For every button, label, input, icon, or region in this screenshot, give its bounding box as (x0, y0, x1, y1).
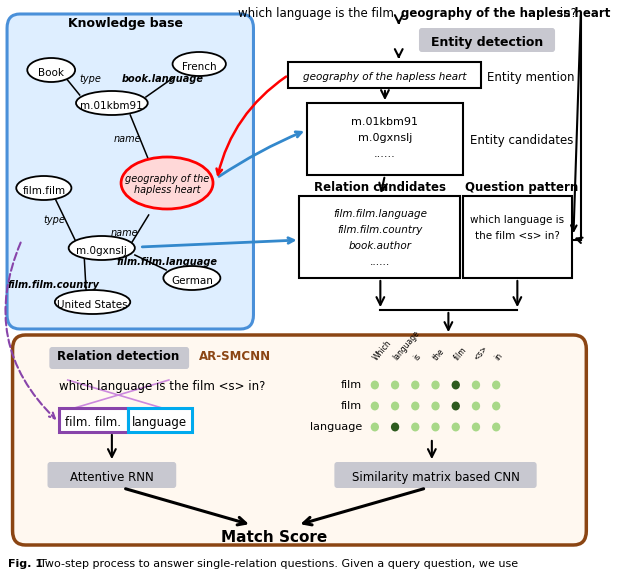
Text: Match Score: Match Score (221, 530, 328, 546)
Text: the film <s> in?: the film <s> in? (475, 231, 560, 241)
Circle shape (472, 402, 479, 410)
FancyBboxPatch shape (307, 103, 463, 175)
FancyBboxPatch shape (7, 14, 253, 329)
Text: French: French (182, 62, 216, 72)
Circle shape (371, 381, 378, 389)
Text: Which: Which (371, 338, 393, 362)
Text: which language is the film <s> in?: which language is the film <s> in? (58, 380, 265, 393)
Text: in?: in? (556, 6, 577, 20)
Circle shape (472, 381, 479, 389)
Ellipse shape (121, 157, 213, 209)
Ellipse shape (28, 58, 75, 82)
Circle shape (452, 423, 459, 431)
Text: film.film: film.film (22, 186, 65, 196)
Circle shape (392, 402, 399, 410)
Text: is: is (412, 352, 422, 362)
Text: film.film.country: film.film.country (338, 225, 423, 235)
Text: film: film (341, 380, 362, 390)
Text: film: film (452, 345, 468, 362)
FancyBboxPatch shape (289, 62, 481, 88)
Text: film.film.language: film.film.language (116, 257, 218, 267)
Text: Knowledge base: Knowledge base (68, 17, 183, 30)
Circle shape (392, 381, 399, 389)
Circle shape (432, 381, 439, 389)
Text: film. film.: film. film. (65, 415, 120, 429)
Circle shape (432, 402, 439, 410)
Circle shape (412, 402, 419, 410)
FancyBboxPatch shape (300, 196, 460, 278)
Text: Entity mention: Entity mention (487, 70, 575, 84)
Text: film.film.language: film.film.language (333, 209, 428, 219)
Text: film: film (341, 401, 362, 411)
FancyBboxPatch shape (127, 408, 192, 432)
Text: type: type (43, 215, 65, 225)
Text: which language is the film: which language is the film (238, 6, 397, 20)
Circle shape (371, 423, 378, 431)
Text: Two-step process to answer single-relation questions. Given a query question, we: Two-step process to answer single-relati… (40, 559, 518, 569)
Ellipse shape (68, 236, 135, 260)
FancyBboxPatch shape (58, 408, 127, 432)
Ellipse shape (173, 52, 226, 76)
Text: Attentive RNN: Attentive RNN (70, 471, 154, 483)
Text: name: name (111, 228, 138, 238)
Text: Book: Book (38, 68, 64, 78)
Ellipse shape (16, 176, 72, 200)
FancyBboxPatch shape (419, 28, 555, 52)
Text: ......: ...... (374, 149, 396, 159)
Text: geography of the hapless heart: geography of the hapless heart (303, 72, 467, 82)
Text: Relation detection: Relation detection (57, 350, 179, 363)
Text: film.film.country: film.film.country (8, 280, 100, 290)
Text: AR-SMCNN: AR-SMCNN (199, 350, 271, 363)
Circle shape (452, 402, 459, 410)
Text: ......: ...... (370, 257, 390, 267)
Circle shape (432, 423, 439, 431)
Text: German: German (171, 276, 213, 286)
Circle shape (371, 402, 378, 410)
FancyBboxPatch shape (13, 335, 586, 545)
Text: geography of the hapless heart: geography of the hapless heart (401, 6, 610, 20)
Text: <s>: <s> (472, 343, 490, 362)
Circle shape (493, 402, 500, 410)
Text: language: language (132, 415, 188, 429)
Text: m.01kbm91: m.01kbm91 (351, 117, 419, 127)
Circle shape (392, 423, 399, 431)
Text: United States: United States (57, 300, 128, 310)
FancyBboxPatch shape (334, 462, 537, 488)
Text: book.language: book.language (122, 74, 204, 84)
Text: Entity detection: Entity detection (431, 35, 543, 48)
Text: in: in (493, 351, 504, 362)
FancyBboxPatch shape (47, 462, 176, 488)
Ellipse shape (76, 91, 148, 115)
Text: name: name (114, 134, 141, 144)
Text: Entity candidates: Entity candidates (470, 134, 573, 146)
FancyBboxPatch shape (463, 196, 572, 278)
Circle shape (412, 423, 419, 431)
Ellipse shape (55, 290, 131, 314)
Text: hapless heart: hapless heart (134, 185, 200, 195)
Text: which language is: which language is (470, 215, 564, 225)
Circle shape (493, 381, 500, 389)
Ellipse shape (163, 266, 220, 290)
Text: type: type (80, 74, 102, 84)
Circle shape (452, 381, 459, 389)
Text: the: the (432, 346, 447, 362)
Text: book.author: book.author (349, 241, 412, 251)
Text: m.01kbm91: m.01kbm91 (81, 101, 143, 111)
Text: language: language (310, 422, 362, 432)
Text: Question pattern: Question pattern (465, 181, 578, 194)
Text: geography of the: geography of the (125, 174, 209, 184)
Circle shape (493, 423, 500, 431)
Text: language: language (392, 329, 421, 362)
Text: m.0gxnslj: m.0gxnslj (358, 133, 412, 143)
FancyBboxPatch shape (49, 347, 189, 369)
Circle shape (472, 423, 479, 431)
Text: Similarity matrix based CNN: Similarity matrix based CNN (351, 471, 520, 483)
Circle shape (412, 381, 419, 389)
Text: Fig. 1: Fig. 1 (8, 559, 43, 569)
Text: Relation candidates: Relation candidates (314, 181, 446, 194)
Text: m.0gxnslj: m.0gxnslj (76, 246, 127, 256)
